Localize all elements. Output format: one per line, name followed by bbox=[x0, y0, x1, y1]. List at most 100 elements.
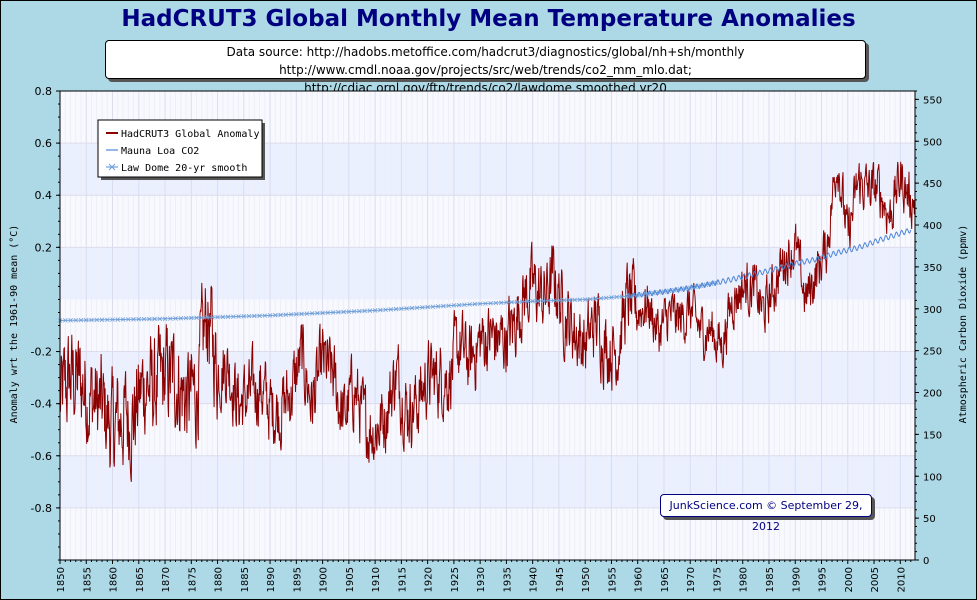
lawdome-point bbox=[146, 316, 152, 322]
lawdome-point bbox=[257, 313, 262, 319]
lawdome-point bbox=[514, 299, 520, 305]
lawdome-point bbox=[168, 316, 173, 321]
lawdome-point bbox=[325, 310, 331, 315]
x-tick-label: 1940 bbox=[529, 567, 540, 592]
lawdome-point bbox=[320, 310, 325, 316]
lawdome-point bbox=[225, 314, 231, 320]
x-tick-label: 1960 bbox=[634, 567, 645, 592]
lawdome-point bbox=[441, 303, 446, 309]
lawdome-point bbox=[540, 298, 546, 304]
lawdome-point bbox=[525, 299, 530, 304]
x-tick-label: 1975 bbox=[712, 567, 723, 592]
lawdome-point bbox=[288, 312, 294, 317]
x-tick-label: 1985 bbox=[765, 567, 776, 592]
legend: HadCRUT3 Global Anomaly Mauna Loa CO2 Law … bbox=[97, 119, 265, 180]
lawdome-point bbox=[462, 302, 467, 308]
y-tick-label-left: 0.2 bbox=[35, 241, 53, 254]
lawdome-point bbox=[425, 304, 430, 310]
lawdome-point bbox=[336, 309, 341, 315]
x-tick-label: 1880 bbox=[214, 567, 225, 592]
y-tick-label-right: 450 bbox=[923, 179, 942, 190]
lawdome-point bbox=[446, 303, 451, 309]
lawdome-point bbox=[73, 317, 79, 323]
legend-label: HadCRUT3 Global Anomaly bbox=[121, 129, 259, 140]
lawdome-point bbox=[546, 298, 551, 303]
lawdome-point bbox=[178, 316, 184, 321]
lawdome-point bbox=[430, 304, 436, 310]
y-tick-label-right: 200 bbox=[923, 389, 942, 400]
x-tick-label: 2010 bbox=[896, 567, 907, 592]
lawdome-point bbox=[404, 306, 409, 311]
lawdome-point bbox=[246, 313, 252, 319]
x-tick-label: 1930 bbox=[476, 567, 487, 592]
lawdome-point bbox=[504, 300, 509, 305]
lawdome-point bbox=[414, 305, 420, 311]
y-tick-label-left: 0.4 bbox=[35, 189, 53, 202]
lawdome-point bbox=[273, 312, 278, 318]
lawdome-point bbox=[136, 316, 142, 322]
y-tick-label-right: 0 bbox=[923, 556, 929, 567]
series-maunaloa-line bbox=[626, 228, 912, 299]
lawdome-point bbox=[498, 300, 504, 306]
lawdome-point bbox=[556, 298, 562, 303]
lawdome-point bbox=[378, 307, 383, 313]
lawdome-point bbox=[83, 317, 89, 323]
y-axis-label-right: Atmospheric Carbon Dioxide (ppmv) bbox=[958, 225, 969, 424]
lawdome-point bbox=[236, 314, 241, 319]
lawdome-point bbox=[488, 300, 493, 306]
lawdome-point bbox=[183, 315, 189, 321]
lawdome-point bbox=[383, 307, 388, 313]
lawdome-point bbox=[572, 297, 577, 303]
series-hadcrut-line bbox=[59, 161, 916, 482]
lawdome-point bbox=[330, 310, 336, 315]
lawdome-point bbox=[420, 305, 425, 310]
lawdome-point bbox=[409, 305, 415, 311]
lawdome-point bbox=[157, 316, 163, 322]
y-tick-label-right: 300 bbox=[923, 305, 942, 316]
x-tick-label: 1950 bbox=[581, 567, 592, 592]
lawdome-point bbox=[125, 317, 131, 322]
legend-marker bbox=[108, 163, 116, 171]
series-marks bbox=[57, 161, 916, 482]
legend-label: Mauna Loa CO2 bbox=[121, 146, 199, 157]
lawdome-point bbox=[619, 294, 625, 299]
lawdome-point bbox=[372, 308, 378, 313]
lawdome-point bbox=[173, 316, 178, 321]
x-tick-label: 1965 bbox=[660, 567, 671, 592]
lawdome-point bbox=[456, 302, 462, 308]
lawdome-point bbox=[603, 295, 609, 301]
lawdome-point bbox=[262, 313, 268, 318]
source-line-1: Data source: http://hadobs.metoffice.com… bbox=[226, 45, 745, 59]
x-tick-label: 1850 bbox=[56, 567, 67, 592]
lawdome-point bbox=[530, 298, 535, 304]
lawdome-point bbox=[399, 306, 404, 312]
lawdome-point bbox=[241, 314, 247, 319]
x-tick-label: 1885 bbox=[240, 567, 251, 592]
y-axis-label-left: Anomaly wrt the 1961-90 mean (°C) bbox=[9, 225, 20, 424]
lawdome-point bbox=[483, 301, 488, 306]
lawdome-point bbox=[315, 310, 320, 316]
lawdome-point bbox=[194, 315, 199, 321]
x-tick-label: 1990 bbox=[791, 567, 802, 592]
y-tick-label-left: 0.8 bbox=[35, 85, 53, 98]
x-tick-label: 1900 bbox=[319, 567, 330, 592]
y-tick-label-right: 50 bbox=[923, 514, 936, 525]
lawdome-point bbox=[493, 300, 499, 306]
lawdome-point bbox=[294, 311, 299, 317]
lawdome-point bbox=[278, 312, 283, 318]
lawdome-point bbox=[551, 298, 556, 303]
y-tick-label-right: 550 bbox=[923, 95, 942, 106]
x-tick-label: 1980 bbox=[739, 567, 750, 592]
x-tick-label: 1935 bbox=[502, 567, 513, 592]
axes: 0.80.60.40.2-0.2-0.4-0.6-0.8550500450400… bbox=[31, 85, 943, 592]
lawdome-point bbox=[104, 317, 110, 323]
lawdome-point bbox=[68, 318, 73, 323]
x-tick-label: 2005 bbox=[870, 567, 881, 592]
y-tick-label-left: -0.4 bbox=[31, 398, 52, 411]
lawdome-point bbox=[535, 298, 541, 304]
x-tick-label: 1915 bbox=[397, 567, 408, 592]
lawdome-point bbox=[472, 301, 478, 307]
lawdome-point bbox=[588, 296, 593, 302]
lawdome-point bbox=[388, 307, 394, 312]
